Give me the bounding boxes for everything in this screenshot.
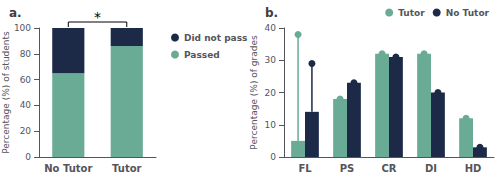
svg-text:FL: FL xyxy=(298,163,312,174)
svg-text:0: 0 xyxy=(270,152,276,162)
svg-text:Tutor: Tutor xyxy=(112,163,141,174)
svg-text:a.: a. xyxy=(9,6,22,20)
svg-text:b.: b. xyxy=(265,6,278,20)
svg-text:Passed: Passed xyxy=(184,50,220,60)
svg-text:No Tutor: No Tutor xyxy=(446,8,490,18)
svg-text:20: 20 xyxy=(20,126,32,136)
svg-text:Percentage (%) of grades: Percentage (%) of grades xyxy=(249,35,259,150)
svg-text:40: 40 xyxy=(20,100,32,110)
svg-text:10: 10 xyxy=(265,120,277,130)
svg-text:HD: HD xyxy=(465,163,482,174)
svg-text:0: 0 xyxy=(25,152,31,162)
svg-text:60: 60 xyxy=(20,75,32,85)
svg-text:DI: DI xyxy=(425,163,437,174)
svg-text:Tutor: Tutor xyxy=(398,8,425,18)
svg-text:80: 80 xyxy=(20,49,32,59)
svg-text:CR: CR xyxy=(381,163,396,174)
svg-text:20: 20 xyxy=(265,88,277,98)
svg-text:No Tutor: No Tutor xyxy=(44,163,92,174)
svg-text:Did not pass: Did not pass xyxy=(184,33,247,43)
svg-text:Percentage (%) of students: Percentage (%) of students xyxy=(1,31,11,154)
svg-text:40: 40 xyxy=(265,23,277,33)
svg-text:100: 100 xyxy=(14,23,31,33)
svg-text:30: 30 xyxy=(265,55,277,65)
svg-text:*: * xyxy=(94,9,101,25)
svg-text:PS: PS xyxy=(340,163,355,174)
